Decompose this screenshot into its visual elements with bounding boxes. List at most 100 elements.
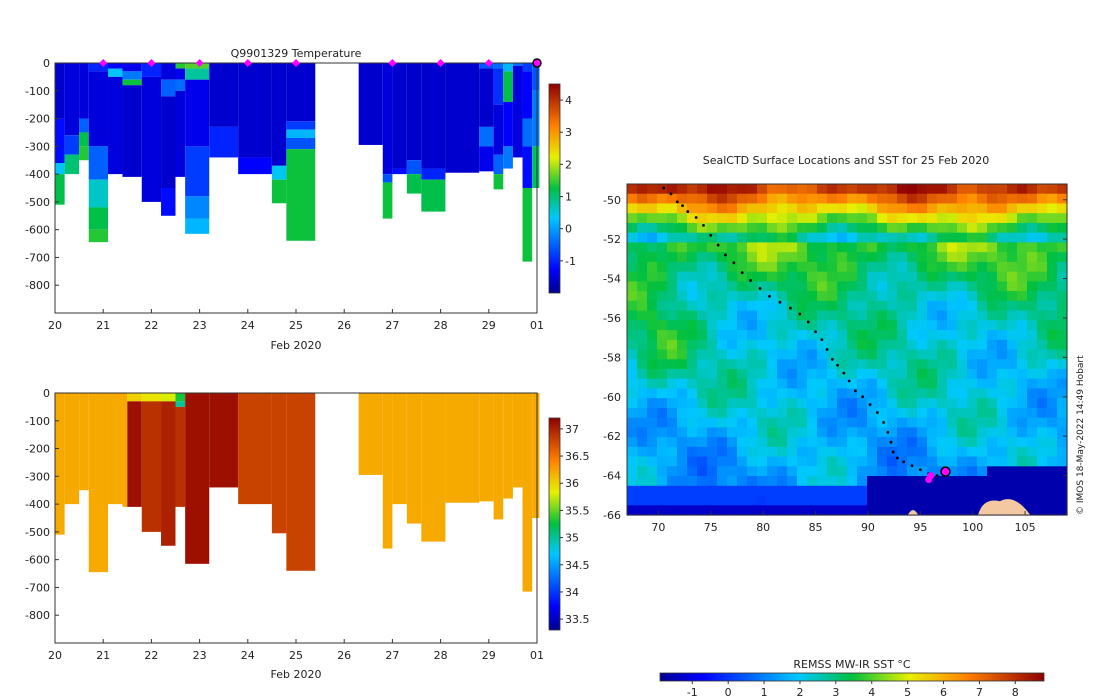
sst-cell [787, 437, 798, 448]
sst-cell [707, 300, 718, 312]
sst-cell [667, 193, 678, 205]
sst-cell [627, 242, 638, 253]
sst-cell [667, 476, 678, 487]
profile-cell [185, 196, 210, 219]
sst-cell [627, 378, 638, 390]
sst-cell [917, 339, 928, 351]
sst-cell [1017, 407, 1028, 419]
sst-cell [937, 398, 948, 409]
sst-cell [987, 203, 998, 214]
sst-cell [687, 427, 698, 438]
sst-cell [727, 281, 738, 292]
sst-cell [1007, 193, 1018, 205]
sst-cell [977, 271, 988, 282]
sst-cell [997, 339, 1008, 351]
sst-cell [767, 456, 778, 467]
sst-cell [1047, 378, 1058, 390]
sst-cell [697, 446, 708, 458]
sst-cell [747, 398, 758, 409]
sst-cell [657, 359, 668, 370]
sst-cell [687, 291, 698, 302]
sst-cell [737, 378, 748, 390]
track-point [882, 420, 886, 424]
sst-cell [667, 495, 678, 506]
sst-cell [857, 310, 868, 321]
sst-cell [667, 281, 678, 292]
sst-cell [747, 222, 758, 234]
sst-cell [1057, 281, 1068, 292]
sst-cell [697, 320, 708, 331]
sst-cell [637, 330, 648, 341]
sst-cell [1047, 261, 1058, 273]
sst-cell [987, 359, 998, 370]
sst-cell [1037, 417, 1048, 428]
sst-cell [837, 213, 848, 224]
sst-cell [1027, 388, 1038, 399]
sst-cell [627, 476, 638, 487]
sst-cell [657, 281, 668, 292]
sst-cell [757, 359, 768, 370]
sst-cell [677, 349, 688, 360]
sst-cell [627, 427, 638, 438]
sst-cell [837, 485, 848, 497]
sst-cell [707, 213, 718, 224]
sst-cell [1027, 476, 1038, 487]
sst-cell [807, 193, 818, 205]
sst-cell [747, 281, 758, 292]
sst-cell [727, 446, 738, 458]
sst-cell [777, 222, 788, 234]
sst-cell [877, 291, 888, 302]
sst-cell [827, 485, 838, 497]
sst-cell [807, 437, 818, 448]
sst-cell [1007, 485, 1018, 497]
sst-cell [777, 193, 788, 205]
sst-cell [927, 310, 938, 321]
sst-cell [787, 485, 798, 497]
sst-cell [1027, 271, 1038, 282]
sst-cell [847, 184, 858, 195]
sst-cell [627, 388, 638, 399]
sst-cell [837, 222, 848, 234]
sst-cell [717, 466, 728, 477]
sst-cell [767, 349, 778, 360]
sst-cell [967, 261, 978, 273]
colorbar-tick-label: -1 [565, 255, 576, 268]
sst-cell [887, 320, 898, 331]
map-x-tick-label: 90 [861, 521, 875, 534]
sst-cell [957, 252, 968, 263]
sst-cell [677, 417, 688, 428]
sst-cell [1047, 242, 1058, 253]
sst-cell [967, 330, 978, 341]
sst-cell [837, 310, 848, 321]
sst-cell [627, 456, 638, 467]
sst-cell [927, 291, 938, 302]
sst-cell [667, 339, 678, 351]
sst-cell [1047, 349, 1058, 360]
sst-cell [1007, 242, 1018, 253]
y-tick-label: -400 [25, 168, 50, 181]
sst-cell [767, 300, 778, 312]
sst-cell [757, 310, 768, 321]
profile-marker [195, 59, 204, 67]
sst-cell [967, 417, 978, 428]
sst-cell [707, 203, 718, 214]
sst-cell [667, 466, 678, 477]
sst-cell [697, 437, 708, 448]
sst-cell [907, 476, 918, 487]
sst-cell [737, 476, 748, 487]
sst-colorbar-ticks: -1 0 1 2 3 4 5 6 7 8 [687, 681, 1019, 699]
sst-cell [937, 222, 948, 234]
sst-cell [937, 281, 948, 292]
profile-cell [503, 393, 513, 499]
sst-cell [1027, 203, 1038, 214]
sst-cell [1017, 203, 1028, 214]
sst-cell [677, 242, 688, 253]
sst-cell [837, 476, 848, 487]
sst-cell [767, 252, 778, 263]
sst-cell [1037, 476, 1048, 487]
sst-cell [1037, 261, 1048, 273]
sst-cell [1047, 281, 1058, 292]
y-tick-label: -700 [25, 251, 50, 264]
sst-cell [847, 407, 858, 419]
sst-cell [937, 300, 948, 312]
